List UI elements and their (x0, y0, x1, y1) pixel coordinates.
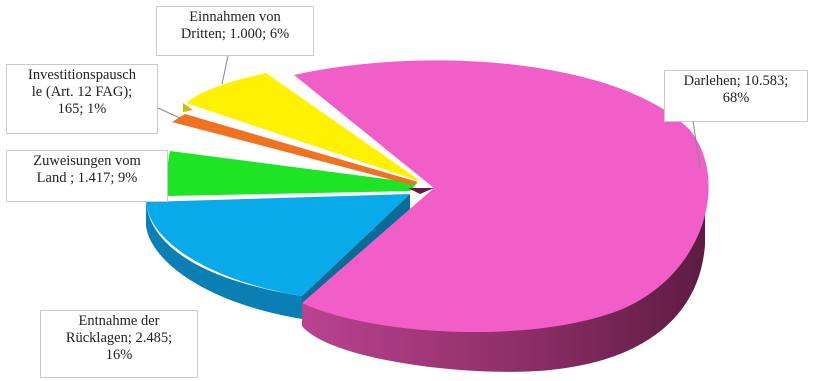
slice-side-entnahme (146, 202, 302, 319)
slice-zuweisungen (166, 151, 417, 196)
center-notch (408, 188, 434, 194)
leader-line-darlehen-2 (692, 120, 701, 169)
data-label-darlehen: Darlehen; 10.583; 68% (664, 70, 808, 122)
slice-investitionspauschale (172, 114, 418, 185)
slice-darlehen (294, 60, 709, 333)
slice-entnahme (146, 194, 410, 296)
data-label-investitionspauschale: Investitionspausch le (Art. 12 FAG); 165… (6, 64, 158, 134)
slice-side-einnahmen (183, 103, 193, 112)
leader-line-einnahmen (221, 55, 229, 85)
data-label-zuweisungen: Zuweisungen vom Land ; 1.417; 9% (6, 150, 168, 202)
data-label-entnahme: Entnahme der Rücklagen; 2.485; 16% (40, 310, 198, 378)
leader-line-investitionspauschale (157, 107, 181, 119)
data-label-einnahmen: Einnahmen von Dritten; 1.000; 6% (156, 6, 314, 56)
slice-einnahmen (186, 73, 422, 182)
